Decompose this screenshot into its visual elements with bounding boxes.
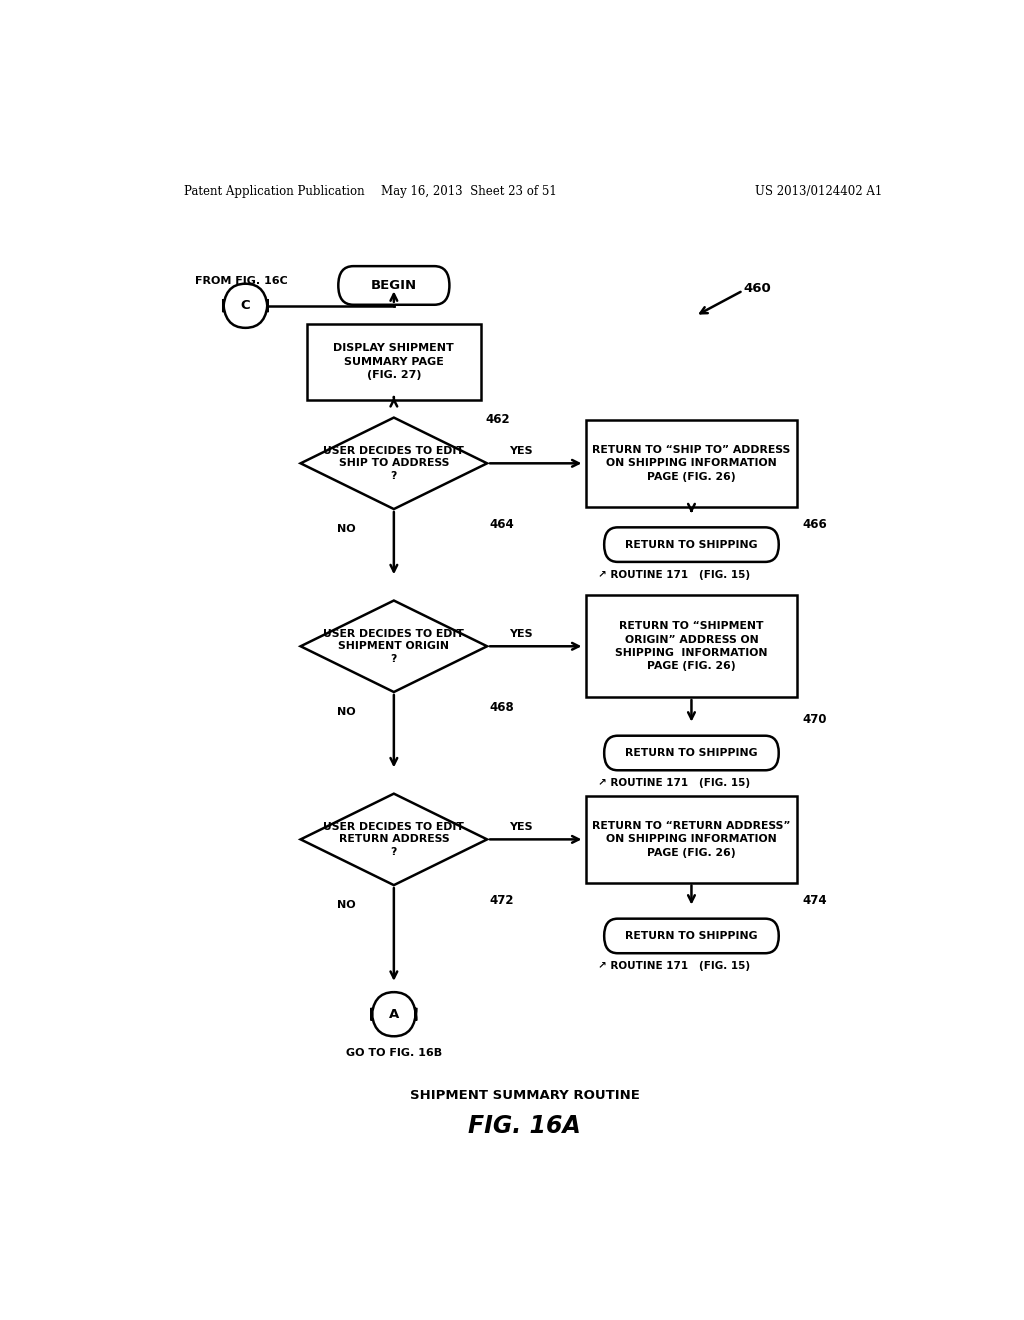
Text: BEGIN: BEGIN bbox=[371, 279, 417, 292]
Text: NO: NO bbox=[337, 900, 355, 911]
Text: ↗ ROUTINE 171   (FIG. 15): ↗ ROUTINE 171 (FIG. 15) bbox=[598, 570, 750, 579]
Text: FIG. 16A: FIG. 16A bbox=[468, 1114, 582, 1138]
Text: YES: YES bbox=[509, 630, 532, 639]
Text: DISPLAY SHIPMENT
SUMMARY PAGE
(FIG. 27): DISPLAY SHIPMENT SUMMARY PAGE (FIG. 27) bbox=[334, 343, 455, 380]
Text: 460: 460 bbox=[743, 282, 771, 294]
Text: FROM FIG. 16C: FROM FIG. 16C bbox=[196, 276, 288, 286]
Text: ↗ ROUTINE 171   (FIG. 15): ↗ ROUTINE 171 (FIG. 15) bbox=[598, 779, 750, 788]
Text: A: A bbox=[389, 1007, 399, 1020]
Text: RETURN TO SHIPPING: RETURN TO SHIPPING bbox=[626, 931, 758, 941]
FancyBboxPatch shape bbox=[604, 919, 778, 953]
Text: RETURN TO “SHIPMENT
ORIGIN” ADDRESS ON
SHIPPING  INFORMATION
PAGE (FIG. 26): RETURN TO “SHIPMENT ORIGIN” ADDRESS ON S… bbox=[615, 622, 768, 671]
Text: YES: YES bbox=[509, 446, 532, 457]
Text: C: C bbox=[241, 300, 250, 313]
FancyBboxPatch shape bbox=[587, 420, 797, 507]
Text: RETURN TO SHIPPING: RETURN TO SHIPPING bbox=[626, 540, 758, 549]
Text: 462: 462 bbox=[485, 413, 510, 426]
Polygon shape bbox=[301, 601, 487, 692]
FancyBboxPatch shape bbox=[372, 993, 416, 1036]
FancyBboxPatch shape bbox=[223, 284, 267, 327]
Text: YES: YES bbox=[509, 822, 532, 832]
Text: 466: 466 bbox=[803, 517, 827, 531]
FancyBboxPatch shape bbox=[604, 735, 778, 771]
Text: NO: NO bbox=[337, 708, 355, 717]
Text: 464: 464 bbox=[489, 517, 514, 531]
Text: RETURN TO “RETURN ADDRESS”
ON SHIPPING INFORMATION
PAGE (FIG. 26): RETURN TO “RETURN ADDRESS” ON SHIPPING I… bbox=[592, 821, 791, 858]
Text: NO: NO bbox=[337, 524, 355, 535]
FancyBboxPatch shape bbox=[587, 796, 797, 883]
Text: US 2013/0124402 A1: US 2013/0124402 A1 bbox=[755, 185, 882, 198]
Polygon shape bbox=[301, 793, 487, 886]
FancyBboxPatch shape bbox=[604, 528, 778, 562]
Text: USER DECIDES TO EDIT
RETURN ADDRESS
?: USER DECIDES TO EDIT RETURN ADDRESS ? bbox=[324, 822, 464, 857]
Text: 468: 468 bbox=[489, 701, 514, 714]
Text: USER DECIDES TO EDIT
SHIPMENT ORIGIN
?: USER DECIDES TO EDIT SHIPMENT ORIGIN ? bbox=[324, 628, 464, 664]
Text: USER DECIDES TO EDIT
SHIP TO ADDRESS
?: USER DECIDES TO EDIT SHIP TO ADDRESS ? bbox=[324, 446, 464, 480]
Text: GO TO FIG. 16B: GO TO FIG. 16B bbox=[346, 1048, 442, 1057]
FancyBboxPatch shape bbox=[338, 267, 450, 305]
Text: ↗ ROUTINE 171   (FIG. 15): ↗ ROUTINE 171 (FIG. 15) bbox=[598, 961, 750, 972]
Text: RETURN TO “SHIP TO” ADDRESS
ON SHIPPING INFORMATION
PAGE (FIG. 26): RETURN TO “SHIP TO” ADDRESS ON SHIPPING … bbox=[592, 445, 791, 482]
Text: SHIPMENT SUMMARY ROUTINE: SHIPMENT SUMMARY ROUTINE bbox=[410, 1089, 640, 1102]
Text: 472: 472 bbox=[489, 894, 514, 907]
FancyBboxPatch shape bbox=[306, 323, 481, 400]
Text: RETURN TO SHIPPING: RETURN TO SHIPPING bbox=[626, 748, 758, 758]
Text: May 16, 2013  Sheet 23 of 51: May 16, 2013 Sheet 23 of 51 bbox=[381, 185, 557, 198]
Text: 474: 474 bbox=[803, 894, 827, 907]
FancyBboxPatch shape bbox=[587, 595, 797, 697]
Text: Patent Application Publication: Patent Application Publication bbox=[183, 185, 365, 198]
Text: 470: 470 bbox=[803, 713, 827, 726]
Polygon shape bbox=[301, 417, 487, 510]
